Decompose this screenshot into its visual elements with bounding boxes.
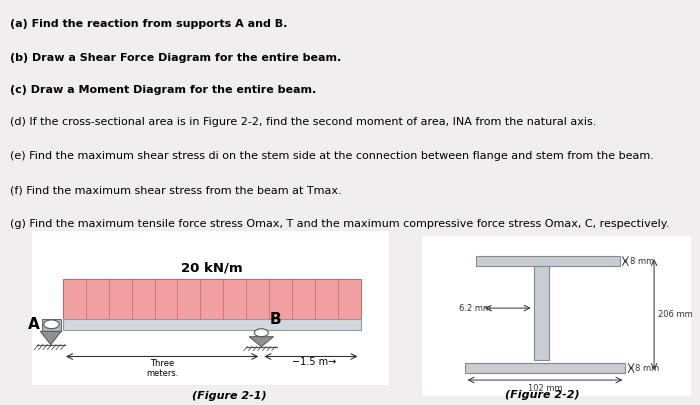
Text: (e) Find the maximum shear stress di on the stem side at the connection between : (e) Find the maximum shear stress di on … [10,151,654,161]
Polygon shape [249,337,274,347]
Bar [32,231,388,385]
Text: (Figure 2-1): (Figure 2-1) [192,391,267,401]
Text: A: A [28,317,40,332]
Text: 6.2 mm: 6.2 mm [459,304,491,313]
Bar [465,363,625,373]
Text: B: B [270,312,281,327]
Text: −1.5 m→: −1.5 m→ [293,358,337,367]
Circle shape [254,329,268,337]
Text: 20 kN/m: 20 kN/m [181,261,243,274]
Bar [476,256,620,266]
Text: (f) Find the maximum shear stress from the beam at Tmax.: (f) Find the maximum shear stress from t… [10,185,342,195]
Bar [63,319,361,330]
Text: Three
meters.: Three meters. [146,359,178,378]
Polygon shape [41,331,62,345]
Text: (Figure 2-2): (Figure 2-2) [505,390,580,400]
Text: (d) If the cross-sectional area is in Figure 2-2, find the second moment of area: (d) If the cross-sectional area is in Fi… [10,117,597,127]
Text: 8 mm: 8 mm [636,364,659,373]
Text: (b) Draw a Shear Force Diagram for the entire beam.: (b) Draw a Shear Force Diagram for the e… [10,53,342,64]
Bar [533,266,550,360]
Bar [63,279,361,319]
Text: 8 mm: 8 mm [630,257,654,266]
Text: (a) Find the reaction from supports A and B.: (a) Find the reaction from supports A an… [10,19,288,30]
Text: 206 mm: 206 mm [659,310,693,319]
Text: 102 mm: 102 mm [528,384,562,392]
Circle shape [43,320,59,329]
Text: (c) Draw a Moment Diagram for the entire beam.: (c) Draw a Moment Diagram for the entire… [10,85,316,95]
Text: (g) Find the maximum tensile force stress Omax, T and the maximum compressive fo: (g) Find the maximum tensile force stres… [10,219,670,229]
Bar [42,319,62,331]
